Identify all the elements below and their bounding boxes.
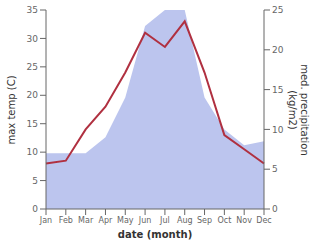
svg-text:15: 15 [272,85,283,95]
svg-text:Apr: Apr [99,216,114,225]
svg-text:0: 0 [32,204,38,214]
svg-text:Aug: Aug [177,216,193,225]
html-text:max temp (C): max temp (C) [6,75,17,144]
svg-text:0: 0 [272,204,278,214]
html-text:date (month): date (month) [117,229,193,240]
svg-text:5: 5 [272,164,278,174]
svg-text:35: 35 [27,5,38,15]
svg-text:20: 20 [27,90,39,100]
svg-text:May: May [117,216,134,225]
svg-text:Feb: Feb [59,216,73,225]
svg-text:25: 25 [27,62,38,72]
html-text:med. precipitation (kg/m2): med. precipitation (kg/m2) [287,63,310,156]
svg-text:5: 5 [32,176,38,186]
svg-text:Oct: Oct [217,216,231,225]
svg-text:Jan: Jan [39,216,52,225]
svg-text:30: 30 [27,34,39,44]
svg-text:20: 20 [272,45,284,55]
svg-text:Sep: Sep [197,216,212,225]
svg-text:Mar: Mar [78,216,94,225]
svg-text:Nov: Nov [236,216,252,225]
svg-text:25: 25 [272,5,283,15]
svg-text:Jul: Jul [159,216,170,225]
svg-text:10: 10 [272,125,284,135]
svg-text:10: 10 [27,147,39,157]
svg-text:Jun: Jun [138,216,152,225]
svg-text:15: 15 [27,119,38,129]
svg-text:Dec: Dec [256,216,271,225]
